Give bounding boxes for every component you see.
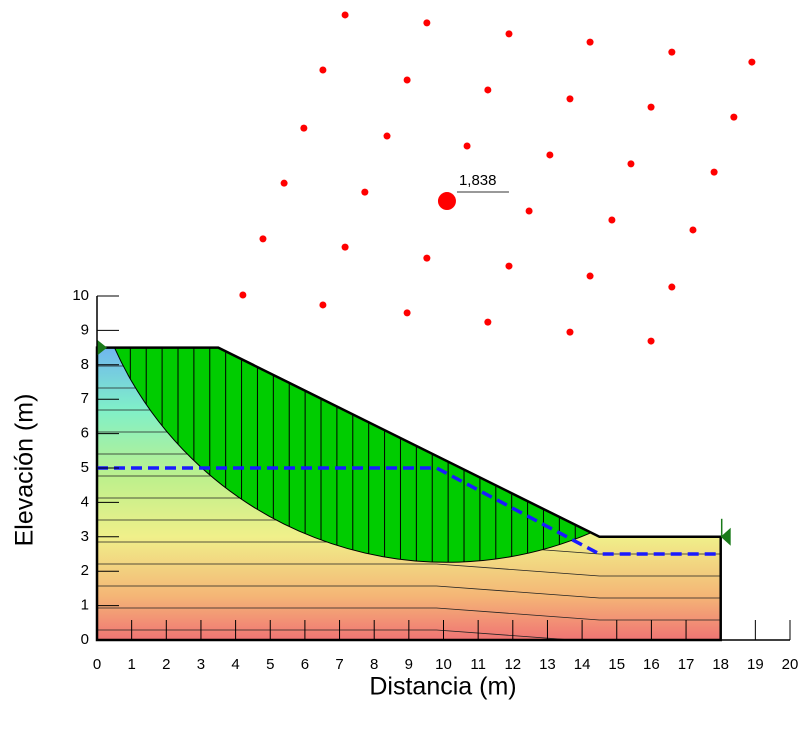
- factor-of-safety-label: 1,838: [459, 172, 497, 189]
- slip-center: [403, 76, 411, 84]
- slip-center: [403, 309, 411, 317]
- x-tick-label: 7: [335, 656, 343, 673]
- x-tick-label: 0: [93, 656, 101, 673]
- slip-center: [647, 337, 655, 345]
- y-tick-label: 7: [81, 390, 89, 407]
- x-tick-label: 15: [608, 656, 625, 673]
- y-tick-label: 5: [81, 459, 89, 476]
- slip-center: [239, 291, 247, 299]
- x-tick-label: 16: [643, 656, 660, 673]
- x-tick-label: 2: [162, 656, 170, 673]
- slip-center: [484, 86, 492, 94]
- slip-center: [484, 318, 492, 326]
- x-tick-label: 10: [435, 656, 452, 673]
- slip-center: [730, 113, 738, 121]
- y-tick-label: 1: [81, 597, 89, 614]
- slip-center: [341, 11, 349, 19]
- slip-center: [463, 142, 471, 150]
- slip-center: [668, 48, 676, 56]
- x-tick-label: 13: [539, 656, 556, 673]
- x-tick-label: 18: [712, 656, 729, 673]
- x-tick-label: 8: [370, 656, 378, 673]
- slip-center: [586, 38, 594, 46]
- x-tick-label: 19: [747, 656, 764, 673]
- slip-center: [361, 188, 369, 196]
- piezo-marker: [97, 339, 107, 356]
- slip-center: [300, 124, 308, 132]
- y-tick-label: 6: [81, 425, 89, 442]
- x-tick-label: 14: [574, 656, 591, 673]
- slip-center: [710, 168, 718, 176]
- slip-center: [280, 179, 288, 187]
- slip-center: [566, 95, 574, 103]
- y-tick-label: 10: [72, 287, 89, 304]
- contour-line: [97, 629, 721, 640]
- y-tick-label: 2: [81, 562, 89, 579]
- slip-center: [319, 66, 327, 74]
- slip-center: [525, 207, 533, 215]
- slip-center: [566, 328, 574, 336]
- x-tick-label: 5: [266, 656, 274, 673]
- slip-center: [505, 262, 513, 270]
- y-tick-label: 0: [81, 631, 89, 648]
- slip-center: [546, 151, 554, 159]
- slip-center: [608, 216, 616, 224]
- x-tick-label: 11: [470, 656, 486, 673]
- y-axis-title: Elevación (m): [11, 394, 39, 547]
- x-tick-label: 17: [678, 656, 695, 673]
- y-tick-label: 8: [81, 356, 89, 373]
- y-tick-label: 3: [81, 528, 89, 545]
- slip-center: [423, 19, 431, 27]
- contour-line: [97, 585, 721, 599]
- slip-center: [341, 243, 349, 251]
- contour-line: [97, 607, 721, 621]
- slip-center: [647, 103, 655, 111]
- slip-center: [586, 272, 594, 280]
- x-tick-label: 4: [231, 656, 239, 673]
- x-tick-label: 12: [504, 656, 521, 673]
- y-tick-label: 9: [81, 321, 89, 338]
- slip-center: [383, 132, 391, 140]
- critical-center: [437, 192, 456, 211]
- slip-center: [423, 254, 431, 262]
- x-tick-label: 1: [127, 656, 135, 673]
- slip-center: [689, 226, 697, 234]
- contour-line: [97, 563, 721, 577]
- piezo-marker: [720, 527, 731, 546]
- slip-center: [505, 30, 513, 38]
- x-tick-label: 9: [405, 656, 413, 673]
- x-axis-title: Distancia (m): [369, 673, 516, 701]
- water-table: [97, 466, 721, 556]
- slip-center: [319, 301, 327, 309]
- slip-center: [627, 160, 635, 168]
- x-tick-label: 6: [301, 656, 309, 673]
- x-tick-label: 3: [197, 656, 205, 673]
- slip-center: [259, 235, 267, 243]
- slip-center: [748, 58, 756, 66]
- slip-center: [668, 283, 676, 291]
- y-tick-label: 4: [81, 493, 89, 510]
- x-tick-label: 20: [782, 656, 799, 673]
